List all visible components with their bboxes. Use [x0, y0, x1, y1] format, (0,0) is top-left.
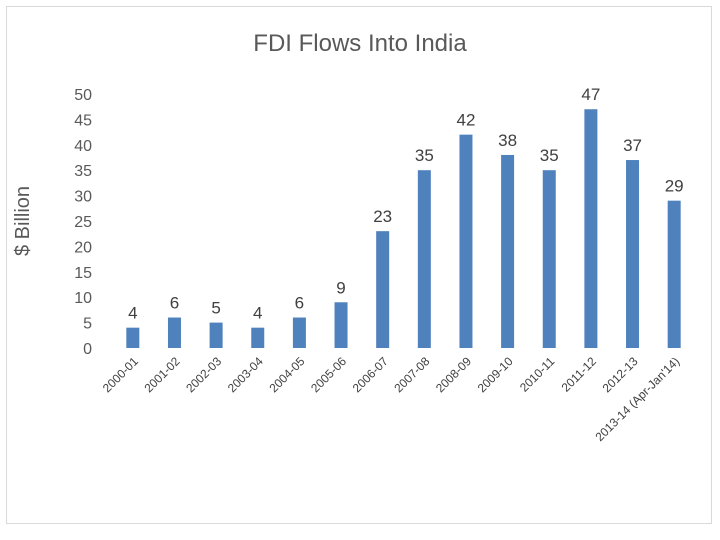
y-tick-label: 50	[74, 87, 92, 104]
data-label: 6	[295, 294, 304, 313]
bar	[667, 200, 681, 348]
data-label: 47	[581, 85, 600, 104]
bar	[251, 327, 265, 348]
data-label: 23	[373, 207, 392, 226]
y-tick-label: 20	[74, 239, 92, 256]
x-tick-label: 2011-12	[559, 354, 600, 395]
bar	[209, 322, 223, 348]
data-label: 4	[253, 304, 262, 323]
bar	[459, 134, 473, 348]
y-tick-label: 25	[74, 214, 92, 231]
x-tick-label: 2000-01	[100, 354, 141, 395]
data-label: 35	[415, 146, 434, 165]
y-tick-label: 10	[74, 290, 92, 307]
y-tick-label: 45	[74, 112, 92, 129]
bar	[584, 109, 598, 349]
bar	[376, 231, 390, 348]
x-tick-label: 2001-02	[142, 354, 183, 395]
bar	[167, 317, 181, 348]
y-tick-label: 5	[83, 316, 92, 333]
data-label: 29	[665, 177, 684, 196]
data-label: 6	[170, 294, 179, 313]
chart-title: FDI Flows Into India	[253, 30, 467, 57]
data-label: 42	[457, 111, 476, 130]
data-label: 37	[623, 136, 642, 155]
bar	[417, 170, 431, 348]
bar	[292, 317, 306, 348]
bar	[126, 327, 140, 348]
x-tick-label: 2008-09	[433, 354, 474, 395]
bar	[501, 154, 515, 348]
data-label: 38	[498, 131, 517, 150]
x-tick-label: 2010-11	[517, 354, 558, 395]
data-label: 35	[540, 146, 559, 165]
x-tick-label: 2003-04	[225, 354, 266, 395]
y-tick-label: 30	[74, 189, 92, 206]
data-label: 4	[128, 304, 137, 323]
bar	[626, 160, 640, 348]
x-tick-label: 2005-06	[308, 354, 349, 395]
bar	[542, 170, 556, 348]
bar	[334, 302, 348, 348]
x-tick-label: 2012-13	[600, 354, 641, 395]
y-tick-label: 0	[83, 341, 92, 358]
x-tick-label: 2006-07	[350, 354, 391, 395]
data-label: 9	[336, 278, 345, 297]
x-tick-label: 2013-14 (Apr-Jan'14)	[592, 354, 682, 444]
x-tick-label: 2009-10	[475, 354, 516, 395]
x-tick-label: 2002-03	[183, 354, 224, 395]
x-tick-label: 2007-08	[391, 354, 432, 395]
y-tick-label: 15	[74, 265, 92, 282]
y-axis-label: $ Billion	[12, 186, 34, 256]
data-label: 5	[211, 299, 220, 318]
y-tick-label: 40	[74, 138, 92, 155]
y-tick-label: 35	[74, 163, 92, 180]
x-tick-label: 2004-05	[266, 354, 307, 395]
